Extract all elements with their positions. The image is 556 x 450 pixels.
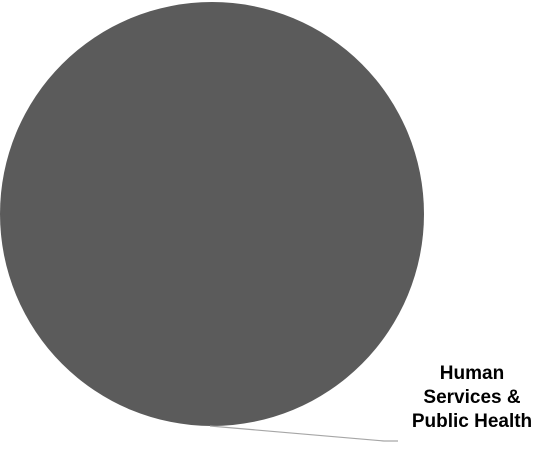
slice-label-line-2: Services & xyxy=(423,387,521,408)
slice-label-line-1: Human xyxy=(439,363,505,384)
slice-label-human-services: Human Services & Public Health xyxy=(392,362,552,434)
slice-label-line-3: Public Health xyxy=(411,411,533,432)
leader-line xyxy=(209,425,398,442)
pie-slice-1 xyxy=(0,2,424,426)
